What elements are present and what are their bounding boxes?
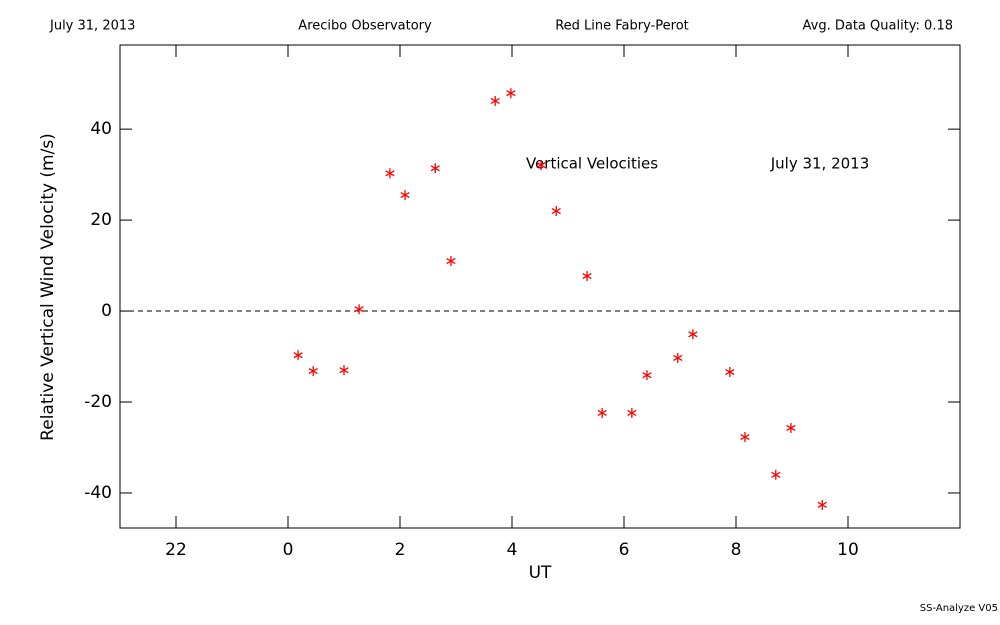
point bbox=[817, 499, 827, 510]
y-tick-label: 40 bbox=[90, 119, 112, 139]
x-tick-label: 0 bbox=[283, 540, 294, 560]
x-tick-label: 2 bbox=[395, 540, 406, 560]
point bbox=[430, 163, 440, 174]
y-axis-label: Relative Vertical Wind Velocity (m/s) bbox=[38, 133, 58, 441]
x-tick-label: 10 bbox=[837, 540, 859, 560]
point bbox=[771, 469, 781, 480]
point bbox=[582, 271, 592, 282]
point bbox=[354, 304, 364, 315]
point bbox=[688, 329, 698, 340]
point-stroke bbox=[642, 372, 652, 379]
point-stroke bbox=[354, 306, 364, 313]
header-quality: Avg. Data Quality: 0.18 bbox=[803, 19, 953, 34]
point-stroke bbox=[446, 257, 456, 265]
plot-frame bbox=[119, 44, 961, 529]
point bbox=[551, 206, 561, 217]
header-date: July 31, 2013 bbox=[49, 19, 135, 34]
header-instrument: Red Line Fabry-Perot bbox=[555, 19, 689, 34]
point-stroke bbox=[385, 170, 395, 177]
point-stroke bbox=[293, 352, 303, 359]
point-stroke bbox=[506, 90, 516, 97]
point-stroke bbox=[308, 368, 318, 375]
point-stroke bbox=[725, 368, 735, 376]
y-tick-label: -40 bbox=[84, 483, 112, 503]
y-tick-label: 0 bbox=[101, 301, 112, 321]
annotation: Vertical Velocities bbox=[526, 155, 658, 173]
point bbox=[673, 352, 683, 363]
point bbox=[490, 95, 500, 106]
x-tick-label: 4 bbox=[507, 540, 518, 560]
point bbox=[642, 370, 652, 381]
point-stroke bbox=[536, 162, 546, 169]
point-stroke bbox=[786, 424, 796, 432]
point bbox=[506, 88, 516, 99]
point bbox=[740, 432, 750, 443]
point bbox=[786, 422, 796, 433]
annotation: July 31, 2013 bbox=[770, 155, 870, 173]
point-stroke bbox=[582, 272, 592, 280]
x-tick-label: 22 bbox=[165, 540, 187, 560]
point-stroke bbox=[688, 331, 698, 338]
point bbox=[725, 367, 735, 378]
point bbox=[385, 168, 395, 179]
point bbox=[536, 160, 546, 171]
x-tick-label: 8 bbox=[731, 540, 742, 560]
point-stroke bbox=[339, 367, 349, 374]
header-site: Arecibo Observatory bbox=[298, 19, 432, 34]
point-stroke bbox=[817, 501, 827, 508]
point bbox=[627, 407, 637, 418]
y-tick-label: -20 bbox=[84, 392, 112, 412]
point-stroke bbox=[673, 354, 683, 361]
point bbox=[446, 256, 456, 267]
footer: SS-Analyze V05 bbox=[920, 603, 998, 614]
point-stroke bbox=[627, 409, 637, 416]
point-stroke bbox=[490, 97, 500, 105]
point-stroke bbox=[400, 192, 410, 199]
point bbox=[339, 365, 349, 376]
point-stroke bbox=[740, 433, 750, 441]
x-tick-label: 6 bbox=[619, 540, 630, 560]
point-stroke bbox=[597, 409, 607, 416]
point bbox=[400, 190, 410, 201]
point bbox=[597, 407, 607, 418]
point-stroke bbox=[430, 165, 440, 172]
point-stroke bbox=[551, 207, 561, 215]
point bbox=[308, 366, 318, 377]
point-stroke bbox=[771, 471, 781, 478]
x-axis-label: UT bbox=[529, 563, 552, 583]
point bbox=[293, 350, 303, 361]
y-tick-label: 20 bbox=[90, 210, 112, 230]
